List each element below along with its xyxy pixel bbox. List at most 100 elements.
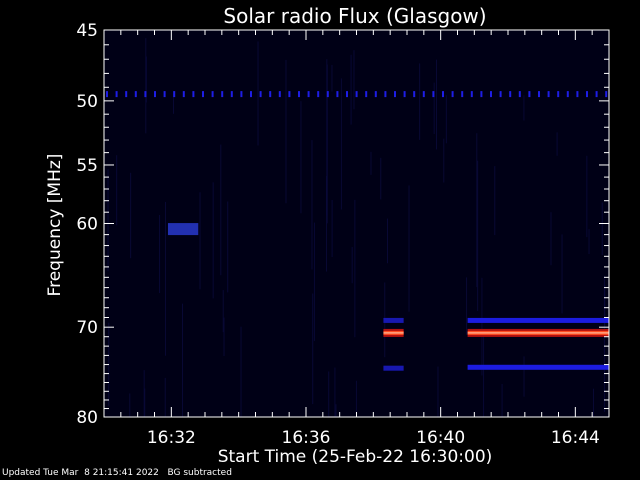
background-streak: [116, 155, 118, 226]
background-streak: [227, 201, 229, 293]
background-streak: [523, 95, 525, 121]
background-streak: [331, 64, 333, 92]
background-streak: [313, 222, 315, 341]
background-streak: [325, 175, 327, 272]
band-dot: [374, 91, 377, 98]
band-dot: [432, 91, 435, 98]
background-streak: [601, 202, 603, 256]
background-streak: [477, 160, 479, 311]
background-streak: [212, 182, 214, 299]
band-dot: [250, 91, 252, 98]
background-streak: [257, 41, 259, 146]
band-dot: [528, 91, 531, 98]
footer-text: Updated Tue Mar 8 21:15:41 2022 BG subtr…: [2, 468, 232, 478]
band-dot: [163, 91, 166, 98]
background-streak: [144, 388, 146, 417]
background-streak: [586, 155, 588, 238]
y-tick-label: 60: [76, 215, 98, 235]
band-dot: [298, 91, 300, 98]
emission-band-core: [383, 332, 404, 334]
x-tick-label: 16:32: [147, 428, 196, 448]
background-streak: [443, 138, 445, 183]
background-streak: [311, 140, 313, 270]
background-streak: [433, 82, 435, 134]
band-dot: [288, 91, 291, 98]
background-streak: [222, 290, 224, 333]
background-streak: [370, 151, 372, 175]
background-streak: [387, 218, 389, 264]
band-dot: [557, 91, 560, 98]
y-tick-label: 80: [76, 408, 98, 428]
background-streak: [437, 366, 439, 417]
background-streak: [355, 380, 357, 417]
emission-band: [383, 317, 404, 323]
background-streak: [354, 199, 356, 338]
band-dot: [307, 91, 310, 98]
background-streak: [419, 63, 421, 140]
x-axis: 16:32 16:36 16:40 16:44: [120, 30, 600, 448]
background-streak: [164, 201, 166, 356]
background-streak: [220, 144, 222, 276]
band-dot: [134, 91, 137, 98]
background-streak: [173, 93, 175, 114]
background-streak: [494, 166, 496, 236]
band-dot: [317, 91, 320, 98]
background-streak: [164, 377, 166, 417]
band-dot: [202, 91, 204, 98]
band-dot: [470, 91, 473, 98]
background-streak: [561, 234, 563, 314]
plot-area: [103, 29, 610, 418]
band-dot: [221, 91, 224, 98]
background-streak: [350, 54, 352, 125]
band-dot: [595, 91, 598, 98]
background-streak: [603, 275, 605, 412]
background-streak: [501, 384, 503, 417]
band-dot: [384, 91, 387, 98]
emission-band: [467, 317, 609, 323]
x-tick-label: 16:44: [551, 428, 600, 448]
background-streak: [145, 38, 147, 134]
background-streak: [523, 356, 525, 397]
y-tick-label: 50: [76, 92, 98, 112]
band-dot: [278, 91, 281, 98]
chart-title: Solar radio Flux (Glasgow): [223, 4, 486, 28]
band-dot: [518, 91, 521, 98]
background-streak: [130, 172, 132, 259]
band-dot: [442, 91, 444, 98]
band-dot: [154, 91, 156, 98]
band-dot: [182, 91, 185, 98]
band-dot: [576, 91, 579, 98]
band-dot: [346, 91, 348, 98]
band-dot: [192, 91, 195, 98]
band-dot: [480, 91, 483, 98]
blob-feature: [167, 223, 199, 236]
background-streak: [181, 303, 183, 417]
bg-note: BG subtracted: [167, 468, 232, 478]
band-dot: [336, 91, 339, 98]
background-streak: [312, 293, 314, 405]
band-dot: [269, 91, 272, 98]
band-dot: [326, 91, 329, 98]
band-dot: [490, 91, 492, 98]
background-streak: [331, 200, 333, 257]
background-streak: [550, 212, 552, 266]
background-streak: [351, 247, 353, 284]
background-streak: [466, 277, 468, 335]
background-streak: [285, 59, 287, 204]
emission-band: [467, 364, 609, 370]
emission-band-core: [467, 332, 609, 334]
y-axis: 45 50 55 60 70 80: [76, 21, 609, 428]
background-streak: [335, 404, 337, 417]
background-streak: [223, 317, 225, 357]
band-dot: [451, 91, 454, 98]
band-dot: [566, 91, 569, 98]
band-dot: [230, 91, 233, 98]
background-streak: [326, 59, 328, 216]
band-dot: [499, 91, 502, 98]
band-dot: [240, 91, 243, 98]
band-dot: [586, 91, 588, 98]
background-streak: [300, 101, 302, 214]
background-streak: [445, 95, 447, 144]
band-dot: [355, 91, 358, 98]
